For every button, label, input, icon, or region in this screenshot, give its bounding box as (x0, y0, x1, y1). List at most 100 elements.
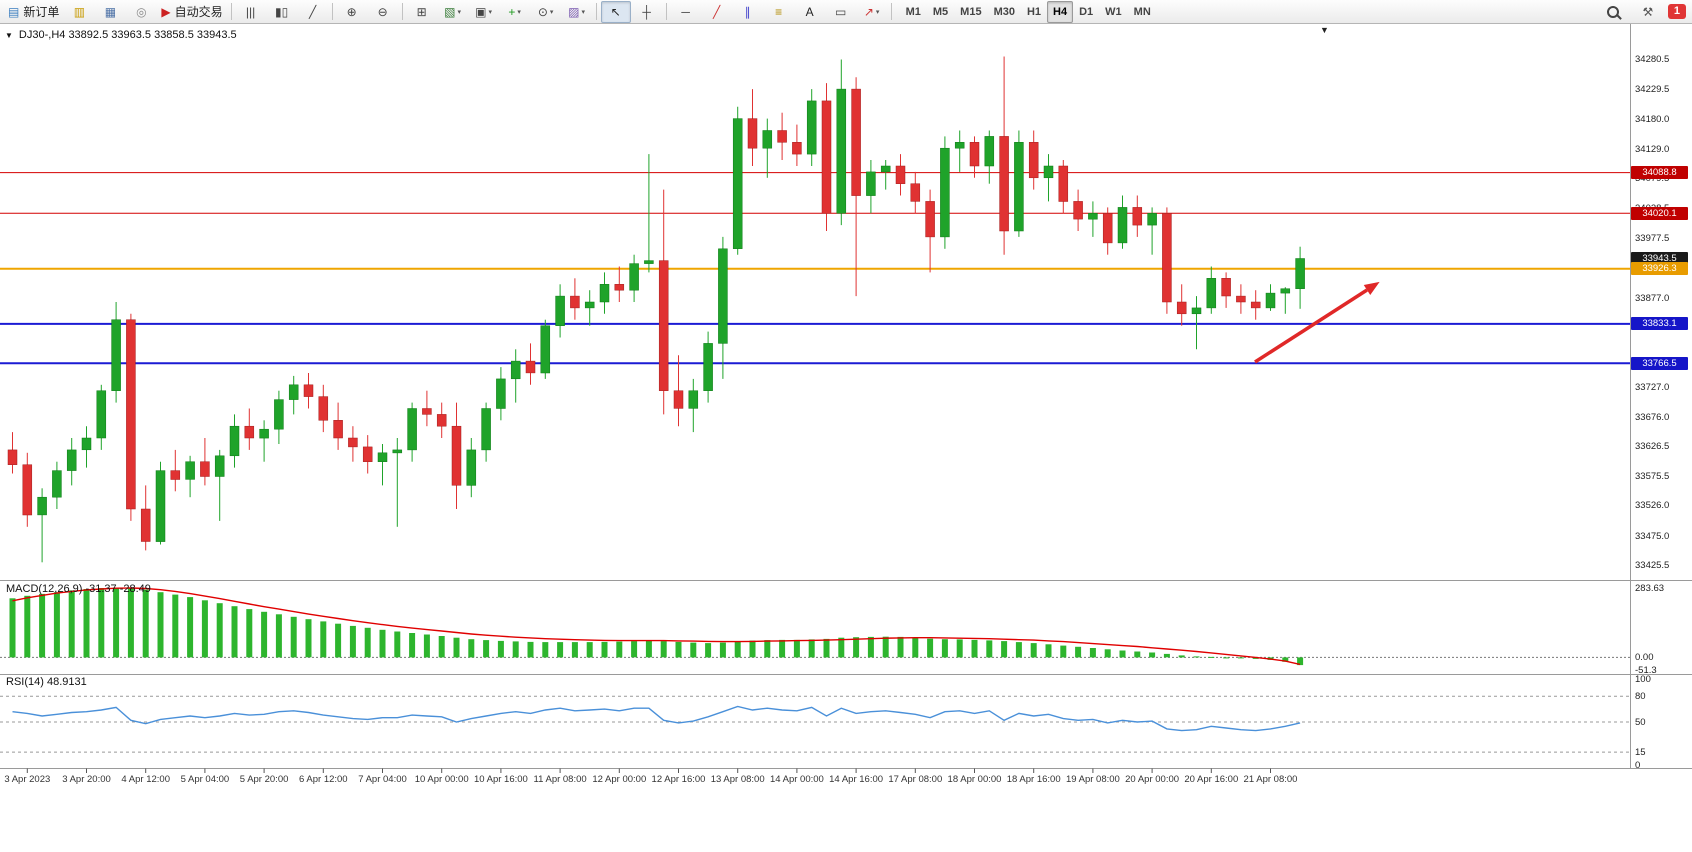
toolbar-separator (890, 3, 892, 20)
data-window-button[interactable]: ▦ (95, 1, 125, 23)
search-button[interactable] (1598, 1, 1628, 23)
time-axis-label: 17 Apr 08:00 (888, 774, 943, 785)
timeframe-m5-button[interactable]: M5 (932, 5, 949, 18)
timeframe-mn-button[interactable]: MN (1133, 5, 1151, 18)
cursor-icon: ↖ (610, 4, 621, 19)
rsi-indicator-label: RSI(14) 48.9131 (6, 676, 87, 688)
text-button[interactable]: A (795, 1, 825, 23)
timeframe-d1-button[interactable]: D1 (1079, 5, 1094, 18)
wrench-icon: ⚒ (1642, 4, 1654, 19)
market-watch-icon: ▥ (73, 4, 86, 19)
crosshair-button[interactable]: ┼ (632, 1, 662, 23)
templates-icon: ▨ (568, 4, 580, 19)
time-axis-label: 20 Apr 00:00 (1125, 774, 1180, 785)
new-chart-button[interactable]: ▧ ▾ (438, 1, 468, 23)
time-axis-label: 12 Apr 00:00 (592, 774, 647, 785)
periods-icon: ⊙ (537, 4, 548, 19)
macd-indicator-label: MACD(12,26,9) -31.37 -28.49 (6, 583, 151, 595)
price-tag: 33926.3 (1631, 262, 1688, 276)
timeframe-w1-button[interactable]: W1 (1105, 5, 1122, 18)
line-chart-button[interactable]: ╱ (298, 1, 328, 23)
time-axis-label: 12 Apr 16:00 (651, 774, 706, 785)
time-axis-label: 14 Apr 00:00 (769, 774, 824, 785)
fibonacci-button[interactable]: ≡ (764, 1, 794, 23)
text-label-icon: ▭ (834, 4, 847, 19)
trend-arrow[interactable] (1254, 277, 1383, 364)
indicators-button[interactable]: + ▾ (500, 1, 530, 23)
timeframe-m1-button[interactable]: M1 (905, 5, 921, 18)
price-axis-label: 33626.5 (1635, 441, 1670, 453)
zoom-out-button[interactable]: ⊖ (368, 1, 398, 23)
text-icon: A (805, 4, 814, 19)
time-axis-label: 18 Apr 00:00 (947, 774, 1002, 785)
trend-line-button[interactable]: ╱ (702, 1, 732, 23)
new-chart-dropdown-icon[interactable]: ▾ (457, 8, 462, 16)
price-axis-label: 34229.5 (1635, 84, 1670, 96)
chart-shift-icon[interactable]: ▼ (1320, 25, 1329, 35)
profiles-dropdown-icon[interactable]: ▾ (488, 8, 493, 16)
rsi-axis-label: 50 (1635, 717, 1646, 728)
auto-trading-label: 自动交易 (174, 5, 223, 19)
chart-menu-icon[interactable]: ▼ (5, 30, 13, 40)
profiles-button[interactable]: ▣ ▾ (469, 1, 499, 23)
market-watch-button[interactable]: ▥ (64, 1, 94, 23)
timeframe-m30-button[interactable]: M30 (993, 5, 1015, 18)
chart-header: ▼ DJ30-,H4 33892.5 33963.5 33858.5 33943… (5, 29, 237, 41)
horizontal-lines-layer[interactable] (0, 172, 1630, 365)
text-label-button[interactable]: ▭ (826, 1, 856, 23)
bar-chart-button[interactable]: ||| (236, 1, 266, 23)
equidistant-channel-button[interactable]: ∥ (733, 1, 763, 23)
price-axis-label: 33676.0 (1635, 411, 1670, 423)
time-axis-label: 13 Apr 08:00 (710, 774, 765, 785)
indicators-dropdown-icon[interactable]: ▾ (517, 8, 521, 16)
horizontal-line-button[interactable]: ─ (671, 1, 701, 23)
rsi-layer (0, 695, 1630, 753)
periods-button[interactable]: ⊙ ▾ (531, 1, 561, 23)
templates-button[interactable]: ▨ ▾ (562, 1, 592, 23)
tile-windows-button[interactable]: ⊞ (407, 1, 437, 23)
navigator-icon: ◎ (136, 4, 147, 19)
timeframe-m15-button[interactable]: M15 (960, 5, 982, 18)
zoom-in-button[interactable]: ⊕ (337, 1, 367, 23)
price-tag: 34088.8 (1631, 166, 1688, 180)
rsi-axis-label: 100 (1635, 674, 1651, 685)
time-axis-label: 10 Apr 16:00 (473, 774, 528, 785)
rsi-axis-label: 80 (1635, 691, 1646, 703)
new-order-button[interactable]: ▤ 新订单 (4, 1, 63, 23)
arrows-icon: ↗ (863, 4, 874, 19)
tile-windows-icon: ⊞ (416, 4, 427, 19)
timeframe-h4-button[interactable]: H4 (1047, 0, 1074, 23)
price-axis-label: 34180.0 (1635, 113, 1670, 125)
price-axis-label: 33425.5 (1635, 559, 1670, 571)
equidistant-channel-icon: ∥ (744, 4, 751, 19)
candlestick-chart-button[interactable]: ▮▯ (267, 1, 297, 23)
zoom-out-icon: ⊖ (377, 4, 388, 19)
tools-button[interactable]: ⚒ (1633, 1, 1663, 23)
timeframe-h1-button[interactable]: H1 (1026, 5, 1042, 18)
notification-badge[interactable]: 1 (1667, 4, 1686, 19)
time-axis-label: 7 Apr 04:00 (358, 774, 407, 785)
zoom-in-icon: ⊕ (346, 4, 357, 19)
profiles-icon: ▣ (475, 4, 487, 19)
price-tag: 33766.5 (1631, 356, 1688, 370)
auto-trading-button[interactable]: ▶ 自动交易 (157, 1, 226, 23)
macd-layer (0, 587, 1630, 666)
periods-dropdown-icon[interactable]: ▾ (549, 8, 554, 16)
price-axis-label: 33877.0 (1635, 292, 1670, 304)
arrows-button[interactable]: ↗ ▾ (857, 1, 887, 23)
arrows-dropdown-icon[interactable]: ▾ (875, 8, 880, 16)
new-order-icon: ▤ (8, 4, 20, 19)
navigator-button[interactable]: ◎ (126, 1, 156, 23)
line-chart-icon: ╱ (308, 4, 317, 19)
time-axis-label: 10 Apr 00:00 (414, 774, 469, 785)
price-axis-label: 34129.0 (1635, 143, 1670, 155)
timeframe-group: M1 M5 M15 M30 H1 H4 D1 W1 MN (900, 0, 1157, 23)
main-chart[interactable] (0, 24, 1692, 790)
templates-dropdown-icon[interactable]: ▾ (581, 8, 586, 16)
search-icon (1606, 5, 1619, 18)
chart-window: ▼ DJ30-,H4 33892.5 33963.5 33858.5 33943… (0, 24, 1692, 790)
toolbar-separator (230, 3, 232, 20)
cursor-button[interactable]: ↖ (600, 0, 631, 23)
toolbar-separator (665, 3, 667, 20)
time-axis-label: 19 Apr 08:00 (1065, 774, 1120, 785)
